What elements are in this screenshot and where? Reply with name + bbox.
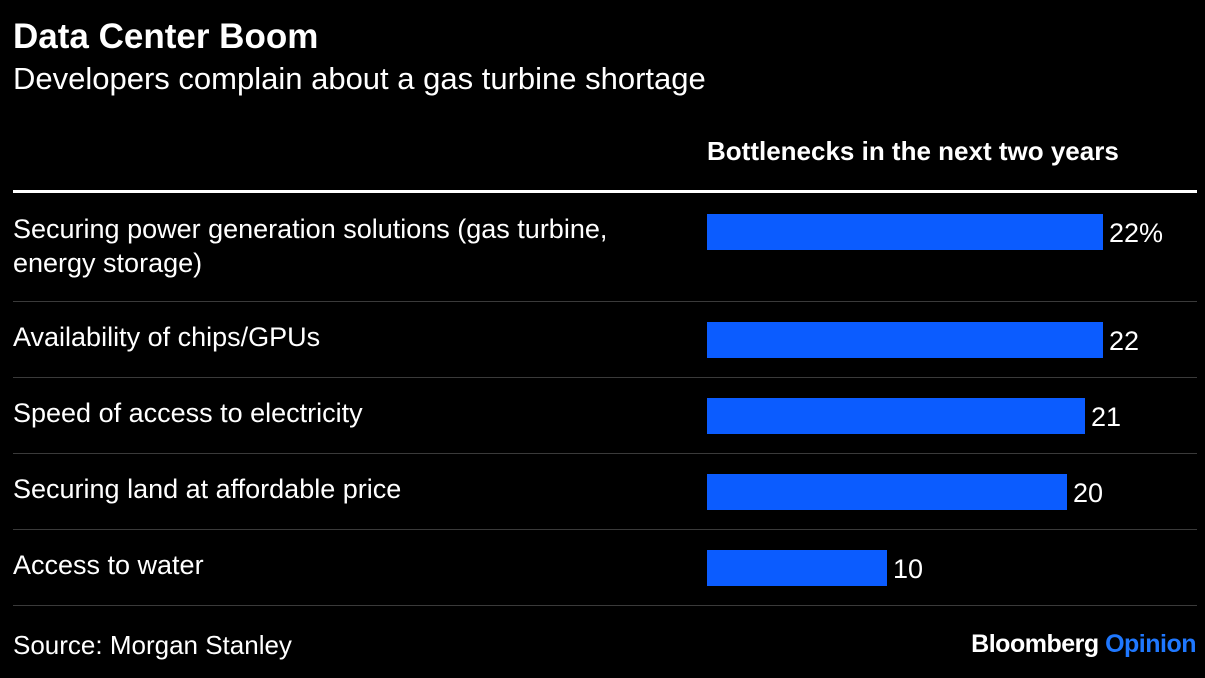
bar-4 [707,550,887,586]
column-header: Bottlenecks in the next two years [707,136,1119,166]
bar-2 [707,398,1085,434]
bar-0 [707,214,1103,250]
bar-value-label-3: 20 [1073,478,1103,508]
bar-1 [707,322,1103,358]
category-label-land: Securing land at affordable price [13,474,402,504]
category-label-water: Access to water [13,550,204,580]
logo-brand: Bloomberg [971,630,1099,658]
chart-title: Data Center Boom [13,17,319,56]
header-rule [13,190,1197,193]
bar-value-label-1: 22 [1109,326,1139,356]
bar-3 [707,474,1067,510]
category-label-electricity: Speed of access to electricity [13,398,363,428]
source-note: Source: Morgan Stanley [13,630,292,660]
logo-opinion: Opinion [1105,630,1196,658]
bar-value-label-0: 22% [1109,218,1163,248]
row-separator [13,301,1197,302]
row-separator [13,605,1197,606]
row-separator [13,377,1197,378]
category-label-power-generation: Securing power generation solutions (gas… [13,214,608,278]
row-separator [13,529,1197,530]
chart-subtitle: Developers complain about a gas turbine … [13,61,706,96]
bar-value-label-4: 10 [893,554,923,584]
row-separator [13,453,1197,454]
bar-value-label-2: 21 [1091,402,1121,432]
bloomberg-opinion-logo: Bloomberg Opinion [971,628,1196,660]
category-label-chips: Availability of chips/GPUs [13,322,321,352]
